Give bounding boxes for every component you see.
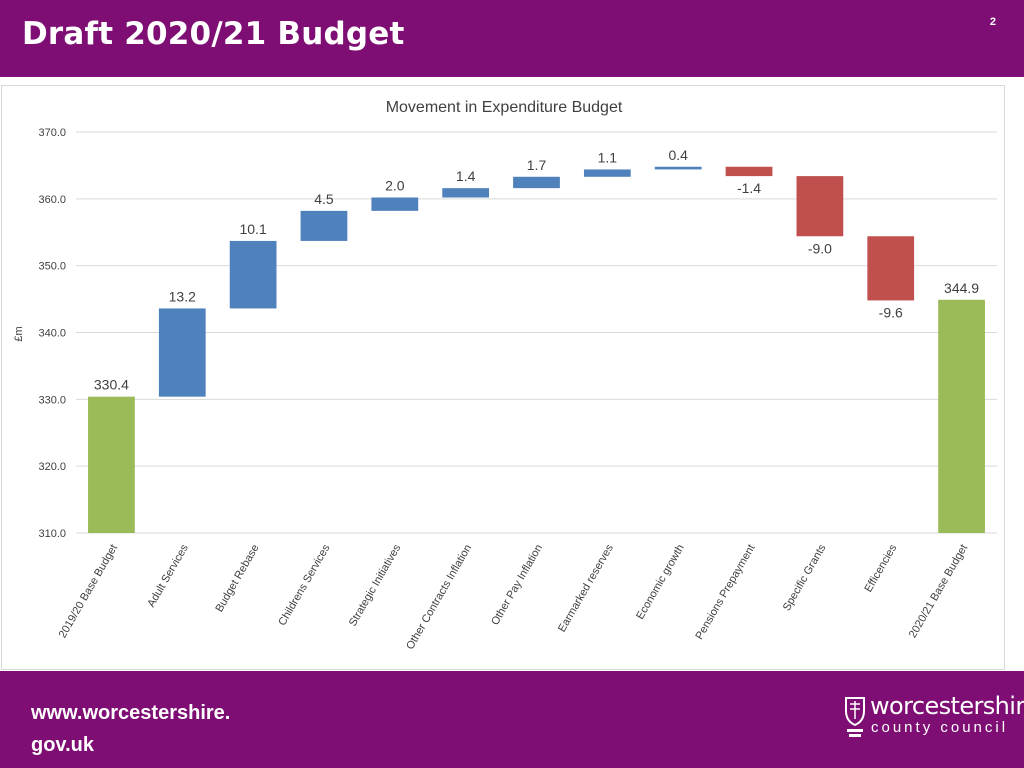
x-tick-label: Adult Services: [145, 542, 191, 609]
data-label: 0.4: [668, 147, 688, 163]
data-label: 2.0: [385, 177, 405, 193]
bars-layer: [88, 166, 985, 533]
x-tick-label: 2020/21 Base Budget: [907, 543, 970, 641]
footer-bar: www.worcestershire. gov.uk worcestershir…: [0, 671, 1024, 768]
x-tick-label: Economic growth: [634, 543, 687, 622]
crest-icon: [845, 697, 865, 737]
x-tick-label: Strategic Initiatives: [347, 542, 404, 628]
bar-strategic-initiatives: [371, 197, 419, 211]
data-label: 344.9: [944, 280, 979, 296]
y-tick-label: 360.0: [38, 194, 66, 206]
waterfall-chart: 310.0 320.0 330.0 340.0 350.0 360.0 370.0 330.…: [13, 99, 997, 652]
x-tick-label: Efficencies: [862, 542, 899, 594]
x-tick-label: Other Pay Inflation: [489, 543, 545, 628]
chart-title: Movement in Expenditure Budget: [386, 99, 623, 116]
y-tick-label: 350.0: [38, 261, 66, 273]
grid-layer: 310.0 320.0 330.0 340.0 350.0 360.0 370.0: [38, 127, 997, 540]
data-label: 1.1: [598, 149, 618, 165]
data-label: 330.4: [94, 377, 129, 393]
website-url-line2: gov.uk: [31, 734, 94, 756]
bar-pensions-prepayment: [725, 166, 773, 177]
bar-adult-services: [158, 308, 206, 397]
y-tick-label: 320.0: [38, 461, 66, 473]
x-tick-label: Other Contracts Inflation: [404, 543, 474, 652]
page-number: 2: [989, 16, 996, 28]
x-tick-label: Specific Grants: [781, 542, 829, 613]
y-tick-label: 310.0: [38, 528, 66, 540]
logo-subtitle: county council: [871, 719, 1009, 736]
x-tick-label: Pensions Prepayment: [693, 543, 757, 642]
header-bar: Draft 2020/21 Budget 2: [0, 0, 1024, 77]
y-axis-label: £m: [13, 326, 25, 341]
bar-earmarked-reserves: [583, 169, 631, 177]
bar-other-pay-inflation: [513, 176, 560, 189]
council-logo: worcestershire county council: [843, 692, 1024, 745]
bar-efficencies: [867, 236, 915, 301]
x-tick-label: Childrens Services: [276, 542, 332, 628]
bar-other-contracts-inflation: [442, 188, 490, 198]
page-title: Draft 2020/21 Budget: [22, 16, 405, 52]
data-label: 4.5: [314, 191, 334, 207]
y-tick-label: 340.0: [38, 328, 66, 340]
website-link[interactable]: www.worcestershire. gov.uk: [31, 697, 230, 761]
data-label: 1.4: [456, 168, 476, 184]
data-label: 13.2: [169, 288, 196, 304]
bar-budget-rebase: [229, 240, 277, 309]
bar-childrens-services: [300, 210, 348, 241]
bar-specific-grants: [796, 176, 844, 237]
bar-2019-20-base-budget: [88, 396, 135, 533]
logo-wordmark: worcestershire: [870, 692, 1024, 720]
chart-frame: 310.0 320.0 330.0 340.0 350.0 360.0 370.0 330.…: [1, 85, 1005, 670]
data-label: -1.4: [737, 180, 761, 196]
data-label: 1.7: [527, 157, 547, 173]
y-tick-label: 370.0: [38, 127, 66, 139]
bar-economic-growth: [654, 166, 702, 170]
y-tick-label: 330.0: [38, 394, 66, 406]
data-label: -9.0: [808, 240, 832, 256]
bar-2020-21-base-budget: [938, 299, 985, 533]
data-label: -9.6: [879, 304, 903, 320]
x-tick-label: Budget Rebase: [213, 543, 261, 615]
x-tick-label: Earmarked reserves: [556, 542, 616, 634]
website-url-line1: www.worcestershire.: [31, 702, 231, 724]
x-tick-label: 2019/20 Base Budget: [57, 543, 120, 641]
data-label: 10.1: [239, 221, 266, 237]
